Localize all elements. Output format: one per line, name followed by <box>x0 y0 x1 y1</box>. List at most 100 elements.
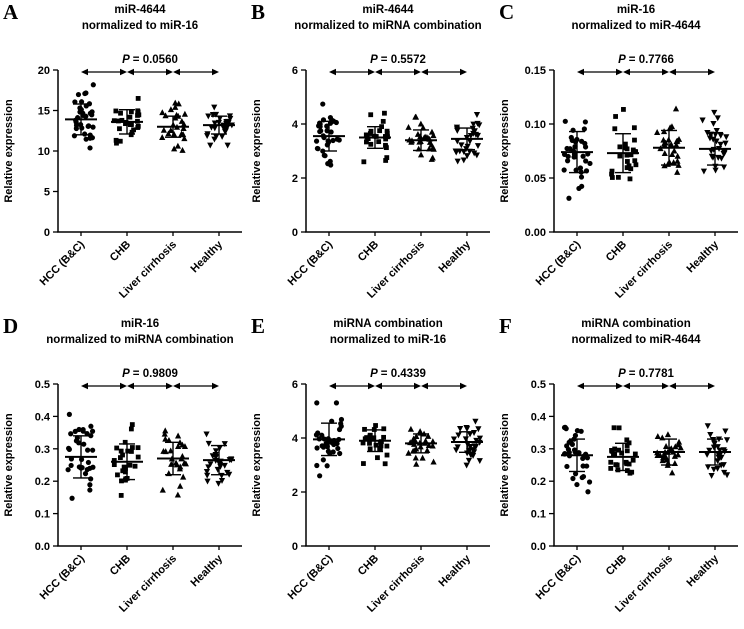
data-point <box>580 455 586 462</box>
data-point <box>368 112 374 118</box>
data-point <box>609 168 615 174</box>
data-point <box>68 431 74 437</box>
panel-F-chart: 0.0 0.1 0.2 0.3 0.4 0.5 Relative expression HCC… <box>499 368 738 615</box>
data-point <box>715 451 722 458</box>
data-point <box>654 452 661 459</box>
data-point <box>609 175 615 180</box>
data-point <box>68 462 74 469</box>
data-point <box>622 141 628 147</box>
data-point <box>581 126 587 132</box>
data-point <box>215 480 222 487</box>
data-point <box>710 120 717 127</box>
data-point <box>318 128 324 134</box>
data-point <box>113 137 119 143</box>
data-point <box>458 142 465 149</box>
comparison-arrows <box>81 68 219 76</box>
data-point <box>314 145 321 152</box>
data-point <box>455 432 462 439</box>
data-point <box>330 449 336 455</box>
y-tick-label: 6 <box>292 65 298 77</box>
series-triangle-down <box>204 104 235 149</box>
data-point <box>376 139 382 145</box>
data-point <box>413 433 420 440</box>
error-bar <box>607 442 639 472</box>
data-point <box>338 420 344 427</box>
y-tick-label: 0.2 <box>531 476 546 488</box>
data-point <box>384 452 390 458</box>
panel-title-line: miRNA combination <box>581 318 691 330</box>
series-circle <box>65 411 96 501</box>
data-point <box>671 452 678 459</box>
data-point <box>72 99 78 105</box>
data-point <box>127 114 133 120</box>
data-point <box>669 151 676 158</box>
data-point <box>413 445 420 452</box>
data-point <box>118 448 124 454</box>
data-point <box>429 144 437 151</box>
data-point <box>180 473 187 480</box>
data-point <box>373 423 378 428</box>
data-point <box>707 431 714 438</box>
data-point <box>129 422 135 427</box>
panel-title-line: normalized to miR-4644 <box>571 333 701 346</box>
data-point <box>463 426 471 432</box>
data-point <box>330 137 336 144</box>
data-point <box>328 129 334 135</box>
data-point <box>632 137 637 143</box>
data-point <box>566 439 572 445</box>
data-point <box>414 131 422 137</box>
data-point <box>706 447 713 454</box>
error-bar <box>653 129 685 166</box>
data-point <box>135 113 140 118</box>
data-point <box>613 114 618 119</box>
data-point <box>576 185 582 192</box>
panel-D-chart: 0.0 0.1 0.2 0.3 0.4 0.5 Relative expression HCC… <box>3 368 242 615</box>
data-point <box>117 138 123 144</box>
data-point <box>135 454 141 460</box>
y-tick-label: 10 <box>38 146 50 158</box>
data-point <box>161 430 168 437</box>
data-point <box>476 458 483 465</box>
data-point <box>181 459 188 466</box>
error-bar <box>359 429 391 453</box>
data-point <box>72 428 78 434</box>
panel-title: miR-4644 normalized to miRNA combination <box>284 3 492 38</box>
data-point <box>320 101 326 107</box>
y-tick-label: 0.10 <box>525 119 546 131</box>
data-point <box>115 472 120 478</box>
series-triangle-down <box>450 418 484 469</box>
data-point <box>430 458 437 465</box>
data-point <box>714 444 721 450</box>
data-point <box>673 141 680 148</box>
p-value-label: P = 0.5572 <box>370 54 426 66</box>
data-point <box>384 443 390 449</box>
comparison-arrows <box>329 382 467 390</box>
y-tick-label: 0.0 <box>35 541 50 553</box>
data-point <box>114 140 119 146</box>
data-point <box>616 425 622 431</box>
data-point <box>313 138 320 144</box>
data-point <box>674 157 681 164</box>
series-triangle-down <box>452 112 483 165</box>
data-point <box>632 451 638 457</box>
x-category-label: Healthy <box>685 552 722 589</box>
data-point <box>211 136 218 143</box>
y-axis-label: Relative expression <box>3 99 15 203</box>
data-point <box>336 426 343 433</box>
y-tick-label: 0.1 <box>35 509 50 521</box>
data-point <box>674 168 681 175</box>
data-point <box>564 158 571 164</box>
data-point <box>722 140 729 147</box>
error-bar <box>359 125 391 150</box>
y-tick-label: 15 <box>38 106 50 118</box>
y-tick-label: 0.00 <box>525 227 546 239</box>
x-category-label: HCC (B&C) <box>38 552 88 602</box>
y-tick-label: 0.3 <box>35 444 50 456</box>
data-point <box>219 133 226 140</box>
data-point <box>205 440 212 447</box>
data-point <box>336 137 342 143</box>
data-point <box>89 428 96 434</box>
panel-title-line: normalized to miR-4644 <box>571 19 701 32</box>
